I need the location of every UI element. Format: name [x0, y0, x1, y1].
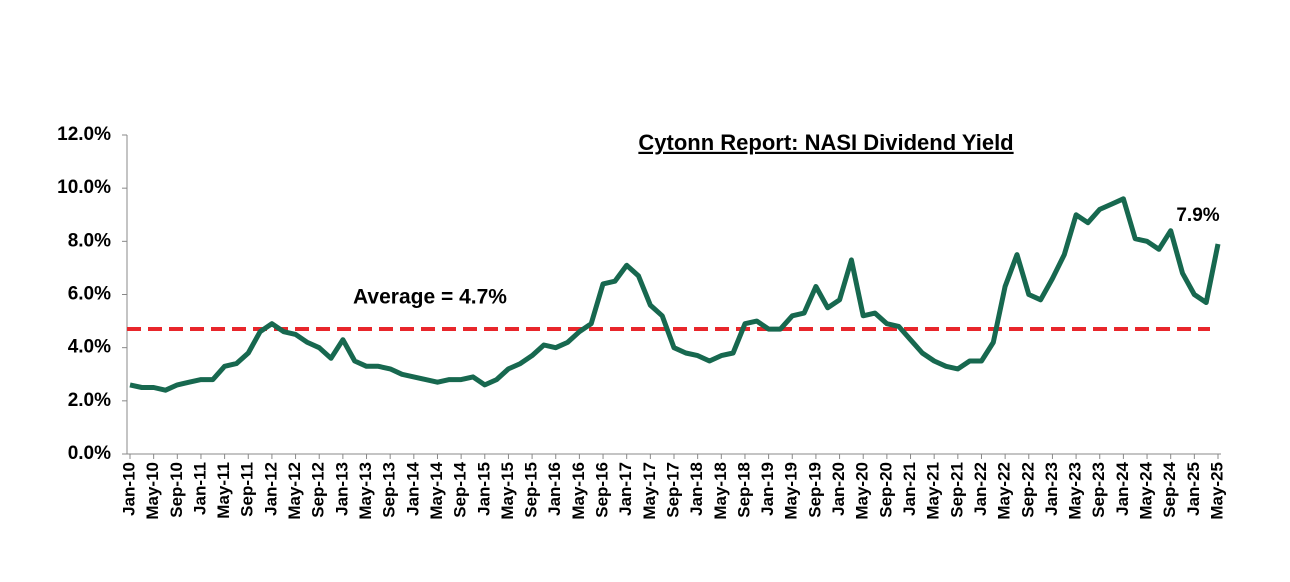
x-tick-label: May-25 — [1207, 462, 1226, 520]
x-tick-label: Jan-15 — [474, 462, 493, 516]
x-tick-label: Jan-10 — [119, 462, 138, 516]
x-tick-label: May-18 — [711, 462, 730, 520]
y-tick-label: 12.0% — [57, 124, 111, 145]
x-tick-label: Jan-14 — [403, 461, 422, 515]
x-tick-label: Sep-24 — [1160, 461, 1179, 517]
x-tick-label: Jan-11 — [190, 462, 209, 515]
x-tick-label: May-17 — [640, 462, 659, 520]
x-tick-label: May-16 — [569, 462, 588, 520]
x-tick-label: Jan-19 — [758, 462, 777, 516]
x-tick-label: May-15 — [498, 462, 517, 520]
average-label: Average = 4.7% — [353, 286, 507, 309]
x-tick-label: Jan-25 — [1184, 462, 1203, 516]
x-tick-label: Sep-11 — [238, 462, 257, 517]
x-tick-label: May-13 — [356, 462, 375, 520]
x-tick-label: Sep-13 — [380, 462, 399, 518]
x-tick-label: Sep-20 — [876, 462, 895, 518]
x-tick-label: Jan-16 — [545, 462, 564, 516]
chart-title: Cytonn Report: NASI Dividend Yield — [638, 130, 1013, 155]
x-tick-label: May-12 — [285, 462, 304, 520]
y-tick-label: 2.0% — [68, 390, 111, 411]
y-tick-label: 8.0% — [68, 230, 111, 251]
y-tick-label: 4.0% — [68, 337, 111, 358]
x-tick-label: May-21 — [924, 462, 943, 520]
x-tick-label: May-10 — [143, 462, 162, 520]
x-tick-label: Sep-23 — [1089, 462, 1108, 518]
x-tick-label: Sep-16 — [593, 462, 612, 518]
y-tick-label: 0.0% — [68, 443, 111, 464]
last-value-label: 7.9% — [1176, 205, 1219, 226]
x-tick-label: May-23 — [1066, 462, 1085, 520]
x-tick-label: Sep-22 — [1018, 462, 1037, 518]
x-tick-label: Sep-17 — [663, 462, 682, 518]
x-tick-label: Jan-17 — [616, 462, 635, 516]
x-tick-label: Jan-23 — [1042, 462, 1061, 516]
x-tick-label: Sep-14 — [451, 461, 470, 517]
x-tick-label: Jan-13 — [332, 462, 351, 516]
x-tick-label: Sep-18 — [734, 462, 753, 518]
series-line — [129, 196, 1221, 393]
y-tick-label: 6.0% — [68, 284, 111, 305]
x-tick-label: Jan-21 — [900, 462, 919, 516]
x-tick-label: May-19 — [782, 462, 801, 520]
x-tick-label: Jan-12 — [261, 462, 280, 516]
x-tick-label: Jan-18 — [687, 462, 706, 516]
y-tick-label: 10.0% — [57, 177, 111, 198]
x-tick-label: May-24 — [1137, 461, 1156, 519]
x-tick-label: Sep-21 — [947, 462, 966, 518]
x-tick-label: Jan-22 — [971, 462, 990, 516]
x-tick-label: Jan-24 — [1113, 461, 1132, 515]
x-tick-label: May-11 — [214, 462, 233, 519]
x-tick-label: Sep-10 — [167, 462, 186, 518]
x-tick-label: May-14 — [427, 461, 446, 519]
x-tick-label: Sep-15 — [522, 462, 541, 518]
x-tick-label: Jan-20 — [829, 462, 848, 516]
x-tick-label: Sep-12 — [309, 462, 328, 518]
x-tick-label: May-20 — [853, 462, 872, 520]
x-tick-label: Sep-19 — [805, 462, 824, 518]
x-tick-label: May-22 — [995, 462, 1014, 520]
